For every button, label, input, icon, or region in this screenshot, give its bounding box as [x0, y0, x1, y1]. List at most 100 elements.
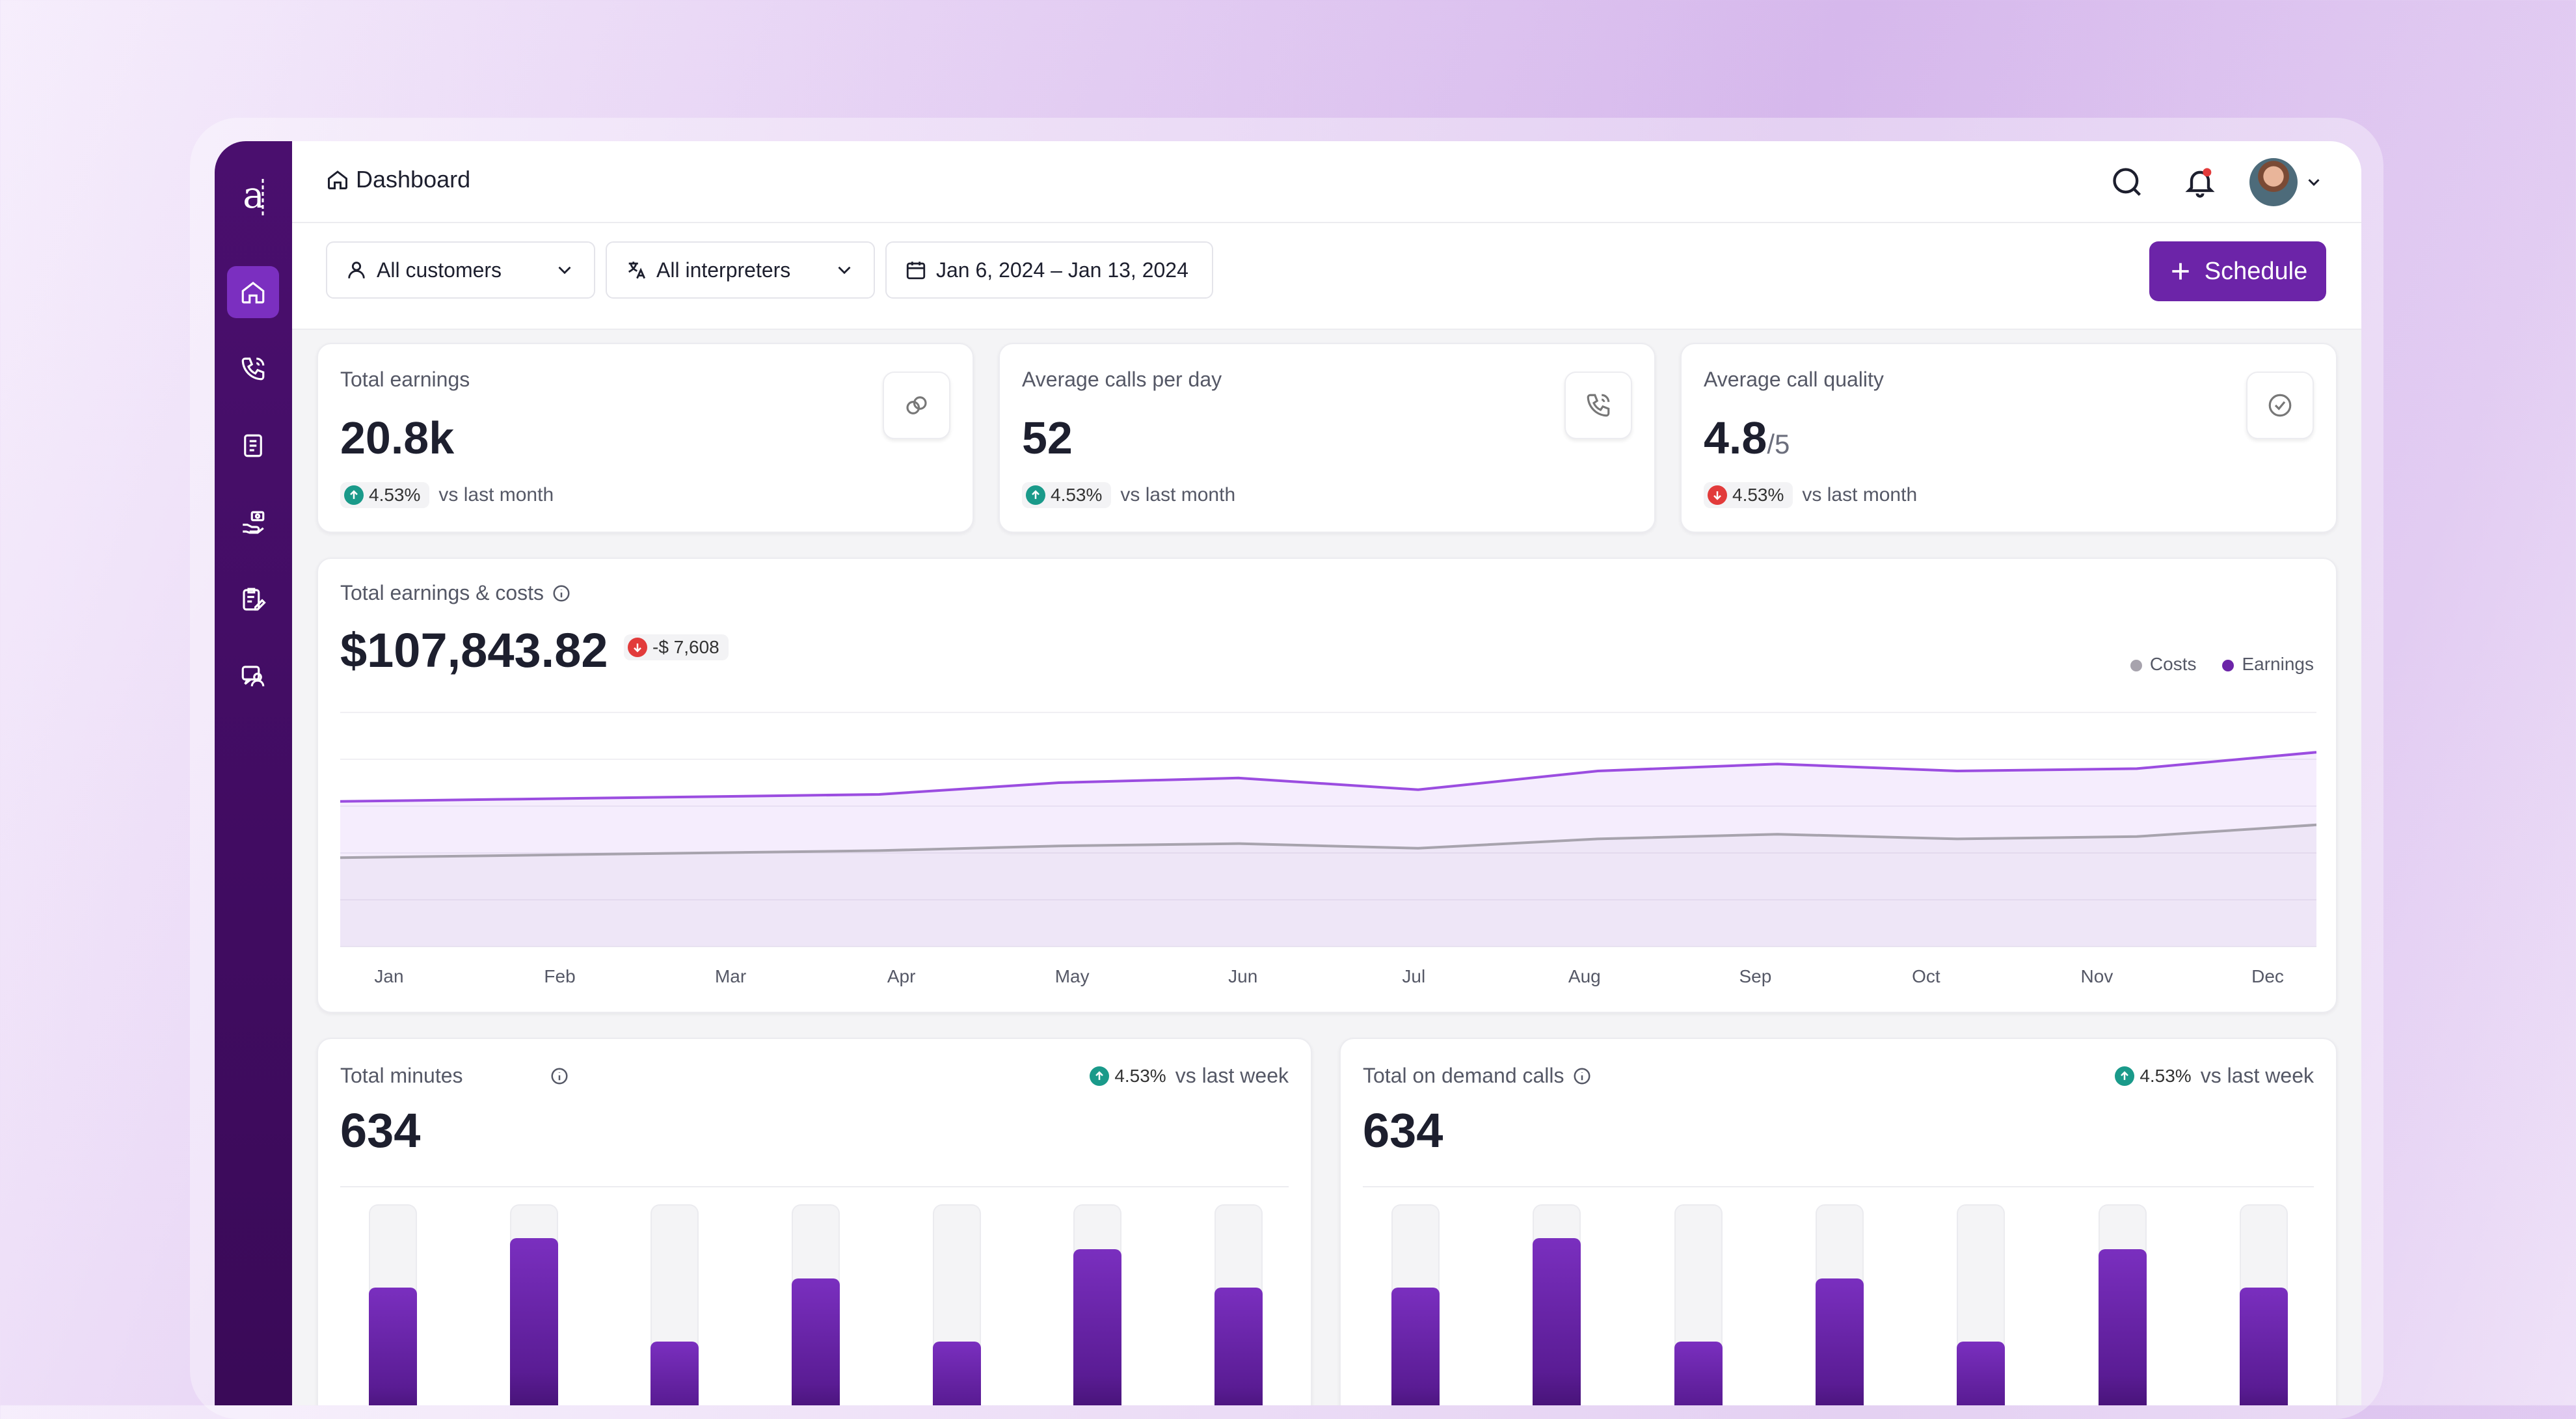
kpi-card-call-quality[interactable]: Average call quality 4.8/5 4.53% vs last… — [1680, 343, 2337, 533]
minutes-trend: 4.53% vs last week — [1090, 1064, 1289, 1088]
breadcrumb[interactable]: Dashboard — [326, 166, 470, 193]
calendar-icon — [905, 259, 927, 281]
top-actions — [2104, 158, 2324, 206]
x-tick-label: Feb — [544, 966, 575, 987]
chevron-down-icon — [554, 259, 576, 281]
change-badge: 4.53% — [1704, 482, 1793, 508]
kpi-trend: 4.53% vs last month — [1704, 482, 1917, 508]
bar-5[interactable] — [933, 1342, 981, 1405]
bell-icon — [2183, 165, 2217, 199]
info-icon[interactable] — [1572, 1066, 1592, 1086]
kpi-value: 4.8/5 — [1704, 412, 1790, 464]
bar-4[interactable] — [792, 1278, 840, 1405]
x-tick-label: Nov — [2081, 966, 2113, 987]
earnings-total: $107,843.82 — [340, 623, 608, 678]
plus-icon — [2168, 259, 2193, 284]
bar-3[interactable] — [1674, 1342, 1723, 1405]
x-tick-label: Jun — [1228, 966, 1257, 987]
x-tick-label: Oct — [1912, 966, 1940, 987]
bar-1[interactable] — [1391, 1288, 1440, 1405]
bar-6[interactable] — [2099, 1249, 2147, 1405]
app-window: a Dashboard — [215, 141, 2361, 1405]
bar-1[interactable] — [369, 1288, 417, 1405]
change-badge: 4.53% — [1022, 482, 1111, 508]
bar-4[interactable] — [1816, 1278, 1864, 1405]
bar-2[interactable] — [510, 1238, 558, 1405]
x-tick-label: Apr — [887, 966, 916, 987]
nav-item-reports[interactable] — [227, 573, 279, 625]
nav-item-home[interactable] — [227, 266, 279, 318]
on-demand-calls-card: Total on demand calls 4.53% vs last week… — [1339, 1038, 2337, 1405]
customers-filter-value: All customers — [377, 258, 502, 282]
chart-legend: Costs Earnings — [2130, 654, 2314, 675]
total-minutes-card: Total minutes 4.53% vs last week 634 — [317, 1038, 1312, 1405]
schedule-button-label: Schedule — [2205, 258, 2307, 286]
customers-filter[interactable]: All customers — [326, 241, 595, 299]
nav-item-calls[interactable] — [227, 343, 279, 395]
search-button[interactable] — [2104, 159, 2151, 206]
x-tick-label: May — [1055, 966, 1090, 987]
main-content: Dashboard All customers — [292, 141, 2361, 1405]
home-icon — [239, 278, 267, 306]
on-demand-trend: 4.53% vs last week — [2115, 1064, 2314, 1088]
divider — [340, 1186, 1289, 1187]
info-icon[interactable] — [550, 1066, 569, 1086]
bar-7[interactable] — [2240, 1288, 2288, 1405]
change-badge: 4.53% — [1090, 1066, 1166, 1087]
nav-item-documents[interactable] — [227, 420, 279, 472]
kpi-title: Average call quality — [1704, 368, 1884, 392]
arrow-down-icon — [628, 638, 647, 657]
earnings-change-badge: -$ 7,608 — [624, 634, 729, 660]
app-logo[interactable]: a — [230, 172, 277, 219]
user-menu[interactable] — [2249, 158, 2324, 206]
x-tick-label: Jul — [1402, 966, 1425, 987]
arrow-up-icon — [344, 485, 364, 505]
info-icon[interactable] — [552, 584, 571, 603]
kpi-title: Total earnings — [340, 368, 470, 392]
change-badge: 4.53% — [340, 482, 429, 508]
arrow-up-icon — [1026, 485, 1045, 505]
chat-user-icon — [239, 662, 267, 690]
bar-3[interactable] — [651, 1342, 699, 1405]
x-tick-label: Dec — [2251, 966, 2284, 987]
search-icon — [2110, 165, 2144, 199]
chevron-down-icon — [2304, 172, 2324, 192]
breadcrumb-label: Dashboard — [356, 166, 470, 193]
phone-icon — [1564, 372, 1632, 439]
x-tick-label: Aug — [1568, 966, 1601, 987]
nav-item-payments[interactable] — [227, 496, 279, 548]
bar-6[interactable] — [1073, 1249, 1121, 1405]
x-tick-label: Sep — [1739, 966, 1771, 987]
interpreters-filter-value: All interpreters — [656, 258, 790, 282]
section-title: Total earnings & costs — [340, 581, 571, 605]
kpi-card-total-earnings[interactable]: Total earnings 20.8k 4.53% vs last month — [317, 343, 974, 533]
arrow-up-icon — [2115, 1066, 2134, 1086]
change-badge: 4.53% — [2115, 1066, 2191, 1087]
compare-label: vs last month — [1802, 484, 1917, 506]
bar-5[interactable] — [1957, 1342, 2005, 1405]
date-range-picker[interactable]: Jan 6, 2024 – Jan 13, 2024 — [885, 241, 1213, 299]
kpi-trend: 4.53% vs last month — [1022, 482, 1235, 508]
filter-bar: All customers All interpreters Jan 6, 20… — [292, 223, 2361, 330]
clipboard-edit-icon — [239, 586, 267, 613]
legend-costs[interactable]: Costs — [2130, 654, 2197, 675]
translate-icon — [625, 259, 647, 281]
avatar — [2249, 158, 2298, 206]
compare-label: vs last month — [1120, 484, 1235, 506]
kpi-card-average-calls[interactable]: Average calls per day 52 4.53% vs last m… — [999, 343, 1656, 533]
minutes-value: 634 — [340, 1103, 420, 1158]
kpi-trend: 4.53% vs last month — [340, 482, 554, 508]
schedule-button[interactable]: Schedule — [2149, 241, 2326, 301]
legend-earnings[interactable]: Earnings — [2222, 654, 2314, 675]
phone-icon — [239, 355, 267, 383]
section-title: Total minutes — [340, 1064, 463, 1088]
bar-2[interactable] — [1533, 1238, 1581, 1405]
bar-7[interactable] — [1214, 1288, 1263, 1405]
notifications-button[interactable] — [2177, 159, 2223, 206]
nav-item-support[interactable] — [227, 650, 279, 702]
top-bar: Dashboard — [292, 141, 2361, 223]
interpreters-filter[interactable]: All interpreters — [606, 241, 875, 299]
section-title: Total on demand calls — [1363, 1064, 1592, 1088]
link-icon — [883, 372, 950, 439]
home-icon — [326, 168, 349, 191]
